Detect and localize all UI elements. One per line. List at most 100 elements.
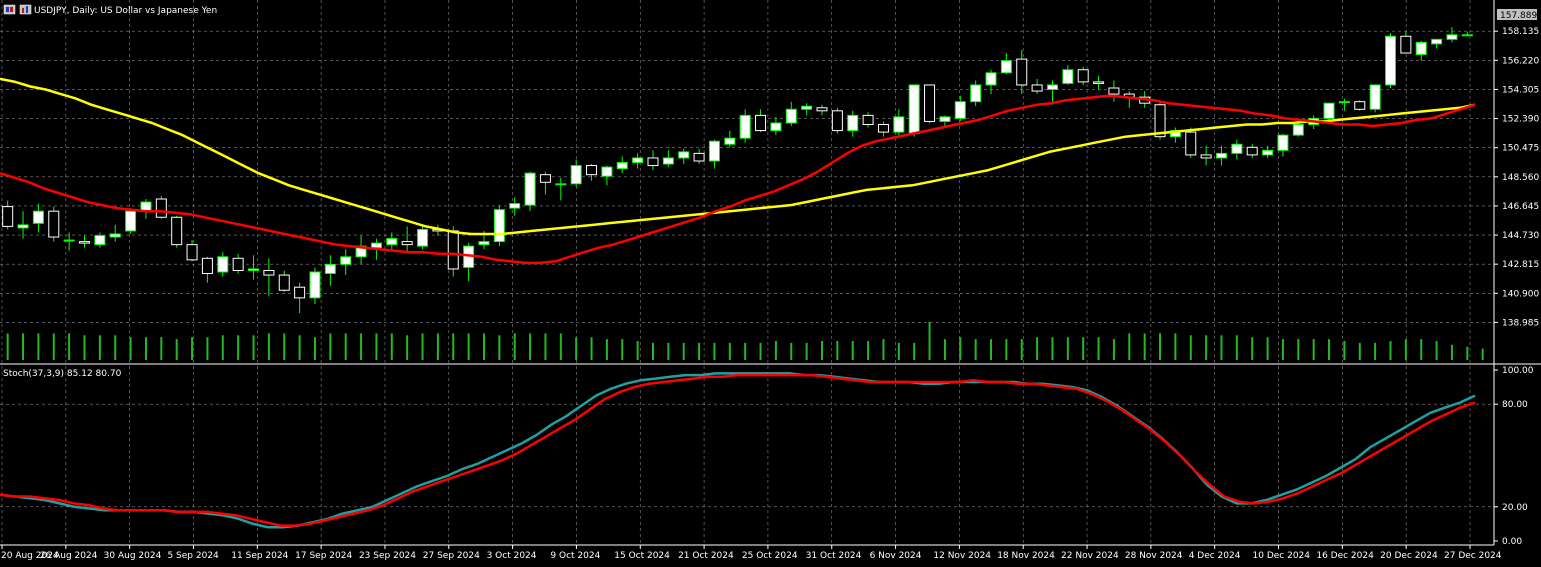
time-tick-label: 15 Oct 2024	[614, 551, 670, 561]
candle-body	[48, 210, 60, 238]
candle-body	[248, 268, 260, 271]
price-tick-label: 158.135	[1502, 27, 1539, 37]
chart-title-text: USDJPY, Daily: US Dollar vs Japanese Yen	[34, 6, 217, 16]
candle-body	[847, 114, 859, 132]
candle-body	[1292, 123, 1304, 136]
price-tick-label: 156.220	[1502, 56, 1539, 66]
candle-body	[1323, 102, 1335, 119]
candle-body	[770, 122, 782, 132]
chart-type-icon	[19, 4, 32, 15]
candle-body	[309, 271, 321, 299]
candle-body	[340, 256, 352, 265]
candle-body	[1077, 69, 1089, 83]
time-tick-label: 23 Sep 2024	[359, 551, 416, 561]
candle-body	[862, 114, 874, 125]
candle-body	[63, 239, 75, 242]
stoch-title-text: Stoch(37,3,9) 85.12 80.70	[3, 369, 122, 379]
stoch-signal-line	[0, 373, 1476, 527]
candle-body	[294, 286, 306, 299]
time-tick-label: 27 Dec 2024	[1444, 551, 1502, 561]
ma-fast-line	[0, 94, 1476, 265]
candle-body	[263, 269, 275, 276]
candle-body	[632, 157, 644, 164]
price-tick-label: 144.730	[1502, 231, 1539, 241]
candle-body	[524, 172, 536, 206]
candle-body	[1108, 87, 1120, 95]
time-tick-label: 18 Nov 2024	[997, 551, 1055, 561]
current-price-text: 157.889	[1500, 11, 1537, 21]
candle-body	[1262, 149, 1274, 156]
symbol-icon	[3, 4, 16, 15]
moving-averages	[0, 77, 1476, 265]
candle-body	[739, 114, 751, 139]
candle-body	[893, 116, 905, 133]
candle-body	[724, 137, 736, 145]
candle-body	[939, 116, 951, 122]
candle-body	[447, 230, 459, 270]
ma-slow-line	[0, 77, 1476, 236]
candle-body	[908, 84, 920, 135]
price-tick-label: 150.475	[1502, 144, 1539, 154]
price-tick-label: 154.305	[1502, 85, 1539, 95]
candle-body	[79, 241, 91, 244]
candle-body	[232, 257, 244, 271]
candle-body	[1031, 84, 1043, 92]
candle-body	[94, 235, 106, 246]
candle-body	[831, 110, 843, 132]
time-tick-label: 28 Nov 2024	[1125, 551, 1183, 561]
candle-body	[155, 198, 167, 218]
candle-body	[1016, 58, 1028, 86]
candle-body	[1446, 34, 1458, 40]
candle-body	[1200, 154, 1212, 159]
time-tick-label: 26 Aug 2024	[40, 551, 98, 561]
stoch-main-line	[0, 372, 1476, 529]
time-tick-label: 9 Oct 2024	[550, 551, 600, 561]
time-tick-label: 11 Sep 2024	[231, 551, 288, 561]
current-price-label: 157.889	[1497, 9, 1537, 21]
candle-body	[478, 241, 490, 246]
candle-body	[678, 151, 690, 159]
candle-body	[816, 107, 828, 112]
candle-body	[708, 140, 720, 162]
candle-body	[1154, 104, 1166, 138]
candle-body	[1046, 84, 1058, 91]
candle-body	[1369, 84, 1381, 110]
candle-body	[1277, 134, 1289, 151]
candle-body	[324, 263, 336, 275]
time-tick-label: 10 Dec 2024	[1253, 551, 1311, 561]
time-tick-label: 17 Sep 2024	[295, 551, 352, 561]
candle-body	[17, 224, 29, 229]
candle-body	[985, 72, 997, 86]
price-tick-label: 148.560	[1502, 173, 1539, 183]
candle-body	[586, 165, 598, 176]
price-tick-label: 140.900	[1502, 289, 1539, 299]
time-tick-label: 21 Oct 2024	[678, 551, 734, 561]
candle-body	[2, 206, 14, 227]
stoch-tick-label: 0.00	[1502, 537, 1522, 547]
candle-body	[493, 209, 505, 243]
candles	[2, 27, 1473, 314]
candle-body	[1338, 101, 1350, 104]
candle-body	[662, 157, 674, 165]
candle-body	[1354, 101, 1366, 110]
candle-body	[785, 108, 797, 124]
candle-body	[32, 210, 44, 224]
candle-body	[1000, 60, 1012, 74]
candle-body	[647, 157, 659, 167]
candle-body	[1246, 146, 1258, 156]
candle-body	[125, 210, 137, 232]
candle-body	[970, 84, 982, 103]
candle-body	[1461, 34, 1473, 37]
candle-body	[1400, 35, 1412, 54]
stochastic-lines	[0, 372, 1476, 529]
candle-body	[1185, 131, 1197, 156]
time-tick-label: 6 Nov 2024	[870, 551, 922, 561]
candle-body	[755, 114, 767, 132]
candle-body	[1384, 35, 1396, 86]
time-tick-label: 27 Sep 2024	[423, 551, 480, 561]
candle-body	[693, 152, 705, 162]
price-tick-label: 142.815	[1502, 260, 1539, 270]
candle-body	[370, 242, 382, 249]
